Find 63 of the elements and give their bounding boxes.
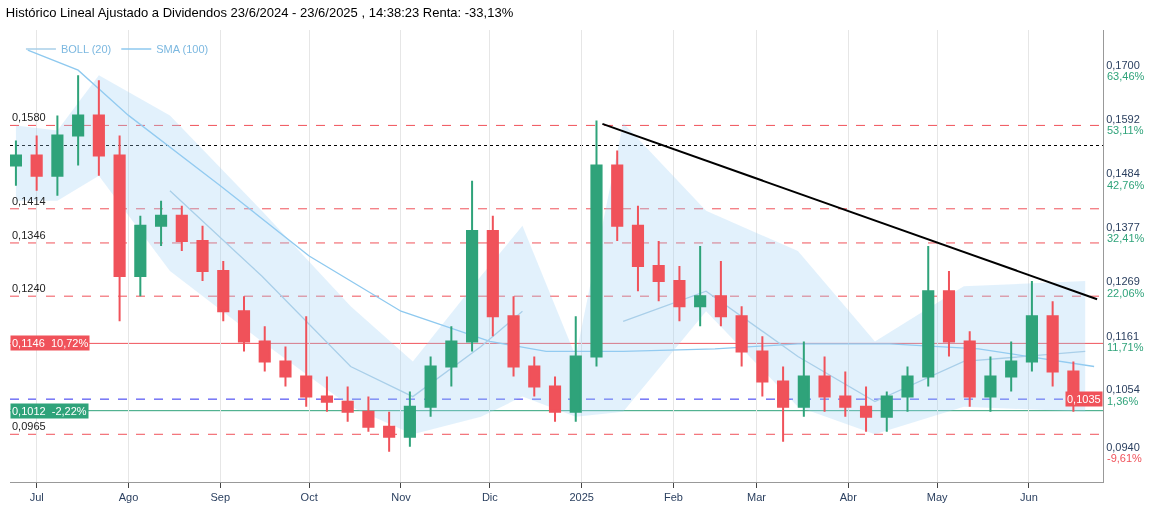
y-tick-label: 0,1700 [1106, 59, 1140, 72]
x-tick-label: Oct [300, 491, 318, 504]
text: -9,61% [1107, 452, 1143, 464]
candlestick [362, 395, 375, 433]
x-tick-label: Feb [664, 491, 683, 504]
ref-line-label: 0,1146 10,72% [12, 337, 89, 349]
x-tick-label: Ago [118, 491, 139, 504]
chart-title: Histórico Lineal Ajustado a Dividendos 23/6/2024 - 23/6/2025 , 14:38:23 Renta: -33,13% [5, 4, 514, 20]
x-tick-label: Mar [746, 491, 767, 504]
candlestick [72, 74, 85, 167]
candlestick [154, 199, 168, 247]
candlestick [818, 355, 831, 413]
candlestick [859, 385, 873, 433]
text: 53,11% [1107, 124, 1144, 136]
text: 11,71% [1107, 341, 1144, 353]
x-tick-label: 2025 [569, 491, 594, 504]
x-tick-label: Jun [1020, 491, 1038, 504]
legend-label: SMA (100) [156, 43, 209, 56]
x-tick-label: Sep [210, 491, 231, 504]
candlestick [51, 114, 64, 197]
ref-line-label: 0,1414 [12, 195, 46, 207]
candlestick [279, 345, 292, 388]
candlestick [1025, 280, 1038, 373]
candlestick [320, 375, 334, 413]
candlestick [341, 385, 354, 423]
ref-line-label: 0,1012 -2,22% [12, 405, 87, 417]
y-tick-label: 0,1377 [1106, 221, 1140, 234]
text: 22,06% [1107, 287, 1145, 299]
text: 1,36% [1107, 395, 1139, 407]
y-tick-label: 0,1161 [1106, 329, 1140, 342]
ref-line-label: 0,1346 [12, 229, 46, 241]
ref-line-label: 0,1035 [1067, 393, 1101, 405]
y-tick-label: 0,1054 [1106, 383, 1140, 396]
x-tick-label: Dic [481, 491, 499, 504]
ref-line-label: 0,0965 [12, 420, 46, 432]
candlestick [673, 265, 686, 323]
x-tick-label: Jul [29, 491, 44, 504]
y-tick-label: 0,1269 [1106, 275, 1140, 288]
text: 63,46% [1107, 70, 1145, 82]
y-tick-label: 0,1484 [1106, 167, 1140, 180]
y-tick-label: 0,0940 [1106, 440, 1140, 453]
x-tick-label: Abr [839, 491, 858, 504]
ref-line-label: 0,1240 [12, 282, 46, 294]
legend-label: BOLL (20) [60, 43, 112, 56]
y-tick-label: 0,1592 [1106, 113, 1140, 126]
candlestick [590, 119, 603, 368]
text: 32,41% [1107, 232, 1145, 244]
candlestick [922, 244, 935, 388]
candlestick [10, 139, 22, 187]
x-tick-label: May [926, 491, 949, 504]
candlestick [30, 134, 43, 192]
candlestick [445, 325, 458, 388]
candlestick [134, 214, 147, 298]
candlestick [714, 260, 727, 328]
candlestick [1005, 340, 1018, 393]
candlestick [528, 355, 541, 398]
candlestick [694, 244, 707, 328]
candlestick [466, 179, 479, 353]
ref-line-label: 0,1580 [12, 111, 46, 123]
candlestick [548, 375, 562, 423]
x-tick-label: Nov [391, 491, 412, 504]
candlestick [839, 370, 852, 418]
text: 42,76% [1107, 179, 1145, 191]
